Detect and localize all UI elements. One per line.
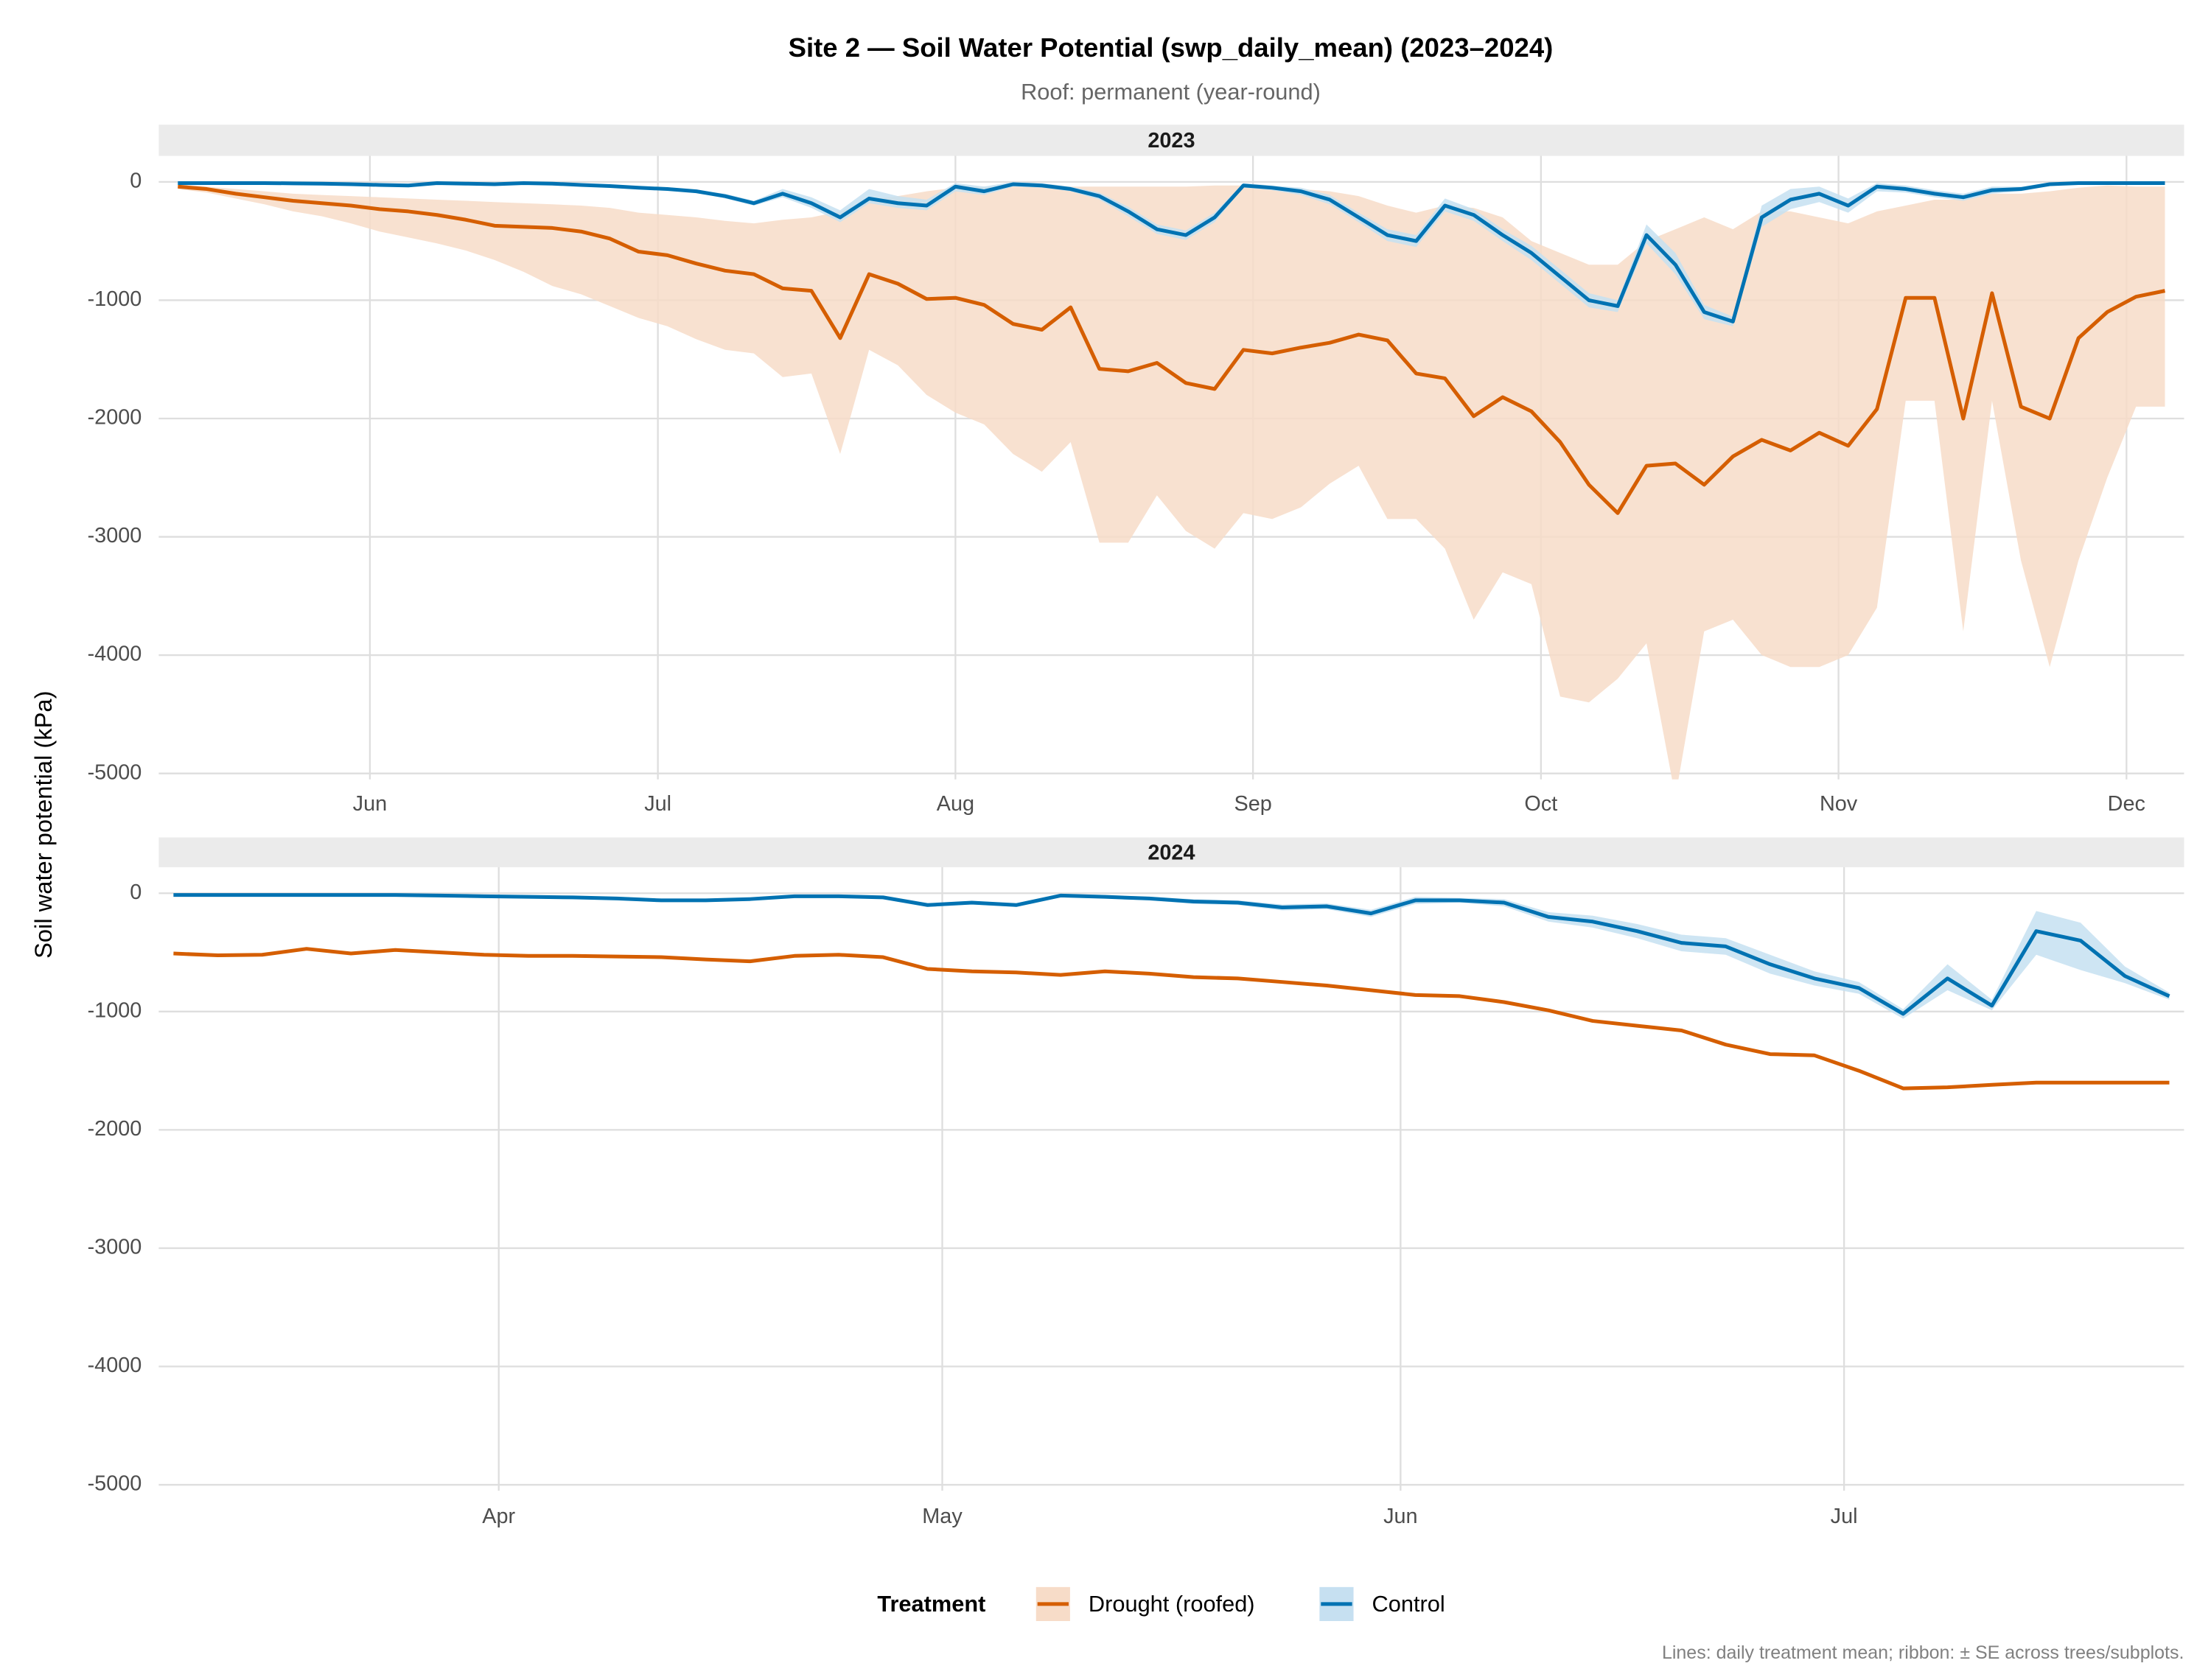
y-tick-label: -2000 bbox=[88, 1117, 142, 1141]
x-tick-label: Nov bbox=[1820, 792, 1858, 816]
series-line bbox=[178, 184, 2166, 515]
facet-label: 2024 bbox=[1148, 841, 1195, 864]
x-tick-label: Oct bbox=[1524, 792, 1557, 816]
plot-area bbox=[173, 893, 2170, 1091]
y-tick-label: -4000 bbox=[88, 643, 142, 666]
x-tick-label: Jun bbox=[353, 792, 387, 816]
y-tick-label: -5000 bbox=[88, 760, 142, 784]
y-tick-label: 0 bbox=[130, 169, 142, 192]
x-tick-label: Jul bbox=[644, 792, 671, 816]
x-tick-label: Apr bbox=[482, 1505, 515, 1528]
chart-title: Site 2 — Soil Water Potential (swp_daily… bbox=[789, 32, 1554, 63]
facet-label: 2023 bbox=[1148, 129, 1195, 153]
series-line bbox=[178, 181, 2165, 323]
caption: Lines: daily treatment mean; ribbon: ± S… bbox=[1662, 1642, 2184, 1663]
x-tick-label: Jul bbox=[1831, 1505, 1858, 1528]
y-tick-label: -1000 bbox=[88, 287, 142, 311]
ribbon bbox=[178, 184, 2165, 780]
series-line bbox=[173, 893, 2170, 1016]
x-tick-label: May bbox=[922, 1505, 963, 1528]
x-tick-label: Dec bbox=[2108, 792, 2145, 816]
y-tick-label: -3000 bbox=[88, 1236, 142, 1259]
y-tick-label: 0 bbox=[130, 881, 142, 904]
series-line bbox=[173, 947, 2170, 1091]
y-tick-label: -5000 bbox=[88, 1472, 142, 1496]
ribbon bbox=[173, 894, 2170, 1019]
x-tick-label: Aug bbox=[937, 792, 974, 816]
facet-strip bbox=[158, 125, 2184, 156]
legend-label: Drought (roofed) bbox=[1089, 1591, 1255, 1617]
y-tick-label: -4000 bbox=[88, 1354, 142, 1377]
plot-area bbox=[178, 181, 2166, 780]
y-tick-label: -3000 bbox=[88, 524, 142, 547]
facet-strip bbox=[158, 837, 2184, 867]
legend-title: Treatment bbox=[877, 1591, 985, 1617]
y-tick-label: -2000 bbox=[88, 406, 142, 430]
y-tick-label: -1000 bbox=[88, 998, 142, 1022]
x-tick-label: Jun bbox=[1383, 1505, 1417, 1528]
legend-label: Control bbox=[1372, 1591, 1445, 1617]
x-tick-label: Sep bbox=[1234, 792, 1271, 816]
y-axis-label: Soil water potential (kPa) bbox=[29, 691, 57, 959]
chart-subtitle: Roof: permanent (year-round) bbox=[1021, 79, 1321, 105]
